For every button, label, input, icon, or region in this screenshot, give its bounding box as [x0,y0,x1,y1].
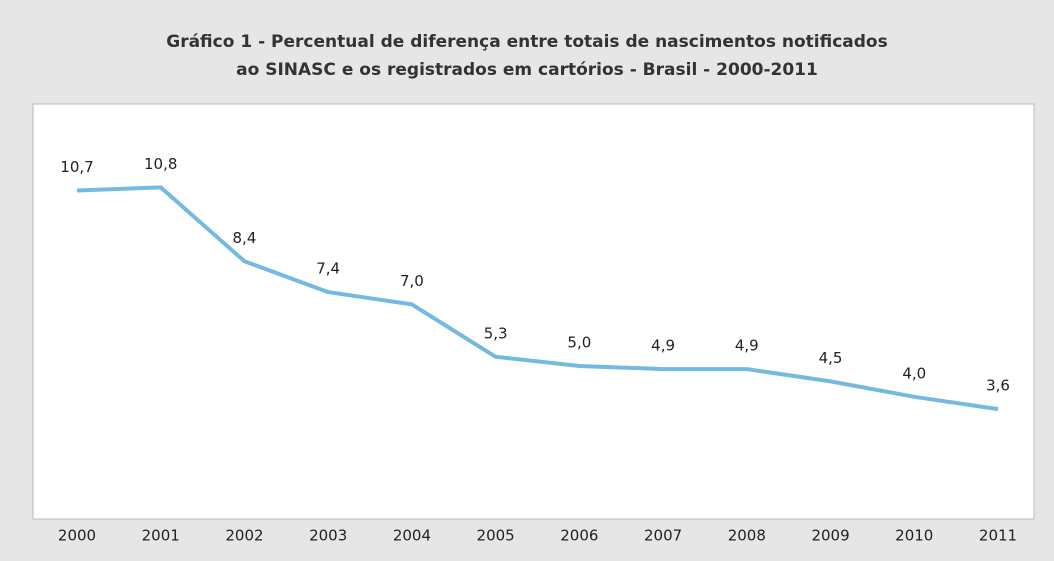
data-label: 3,6 [986,377,1010,395]
data-label: 7,0 [400,272,424,290]
x-tick-label: 2011 [979,527,1017,545]
chart-title: Gráfico 1 - Percentual de diferença entr… [166,32,887,52]
data-label: 8,4 [233,229,257,247]
data-label: 10,7 [60,158,93,176]
x-tick-label: 2007 [644,527,682,545]
x-tick-label: 2008 [728,527,766,545]
x-tick-label: 2004 [393,527,431,545]
data-label: 4,9 [651,337,675,355]
data-label: 4,9 [735,337,759,355]
x-tick-label: 2003 [309,527,347,545]
data-label: 5,3 [484,324,508,342]
x-tick-label: 2006 [560,527,598,545]
x-tick-label: 2010 [895,527,933,545]
plot-area [32,103,1035,520]
x-tick-label: 2000 [58,527,96,545]
x-tick-label: 2002 [225,527,263,545]
line [76,185,999,412]
data-label: 7,4 [316,260,340,278]
chart-title: ao SINASC e os registrados em cartórios … [236,60,818,80]
data-label: 10,8 [144,155,177,173]
x-tick-label: 2009 [811,527,849,545]
x-tick-label: 2005 [477,527,515,545]
x-tick-label: 2001 [142,527,180,545]
data-label: 4,5 [819,349,843,367]
data-label: 4,0 [902,364,926,382]
data-label: 5,0 [567,334,591,352]
